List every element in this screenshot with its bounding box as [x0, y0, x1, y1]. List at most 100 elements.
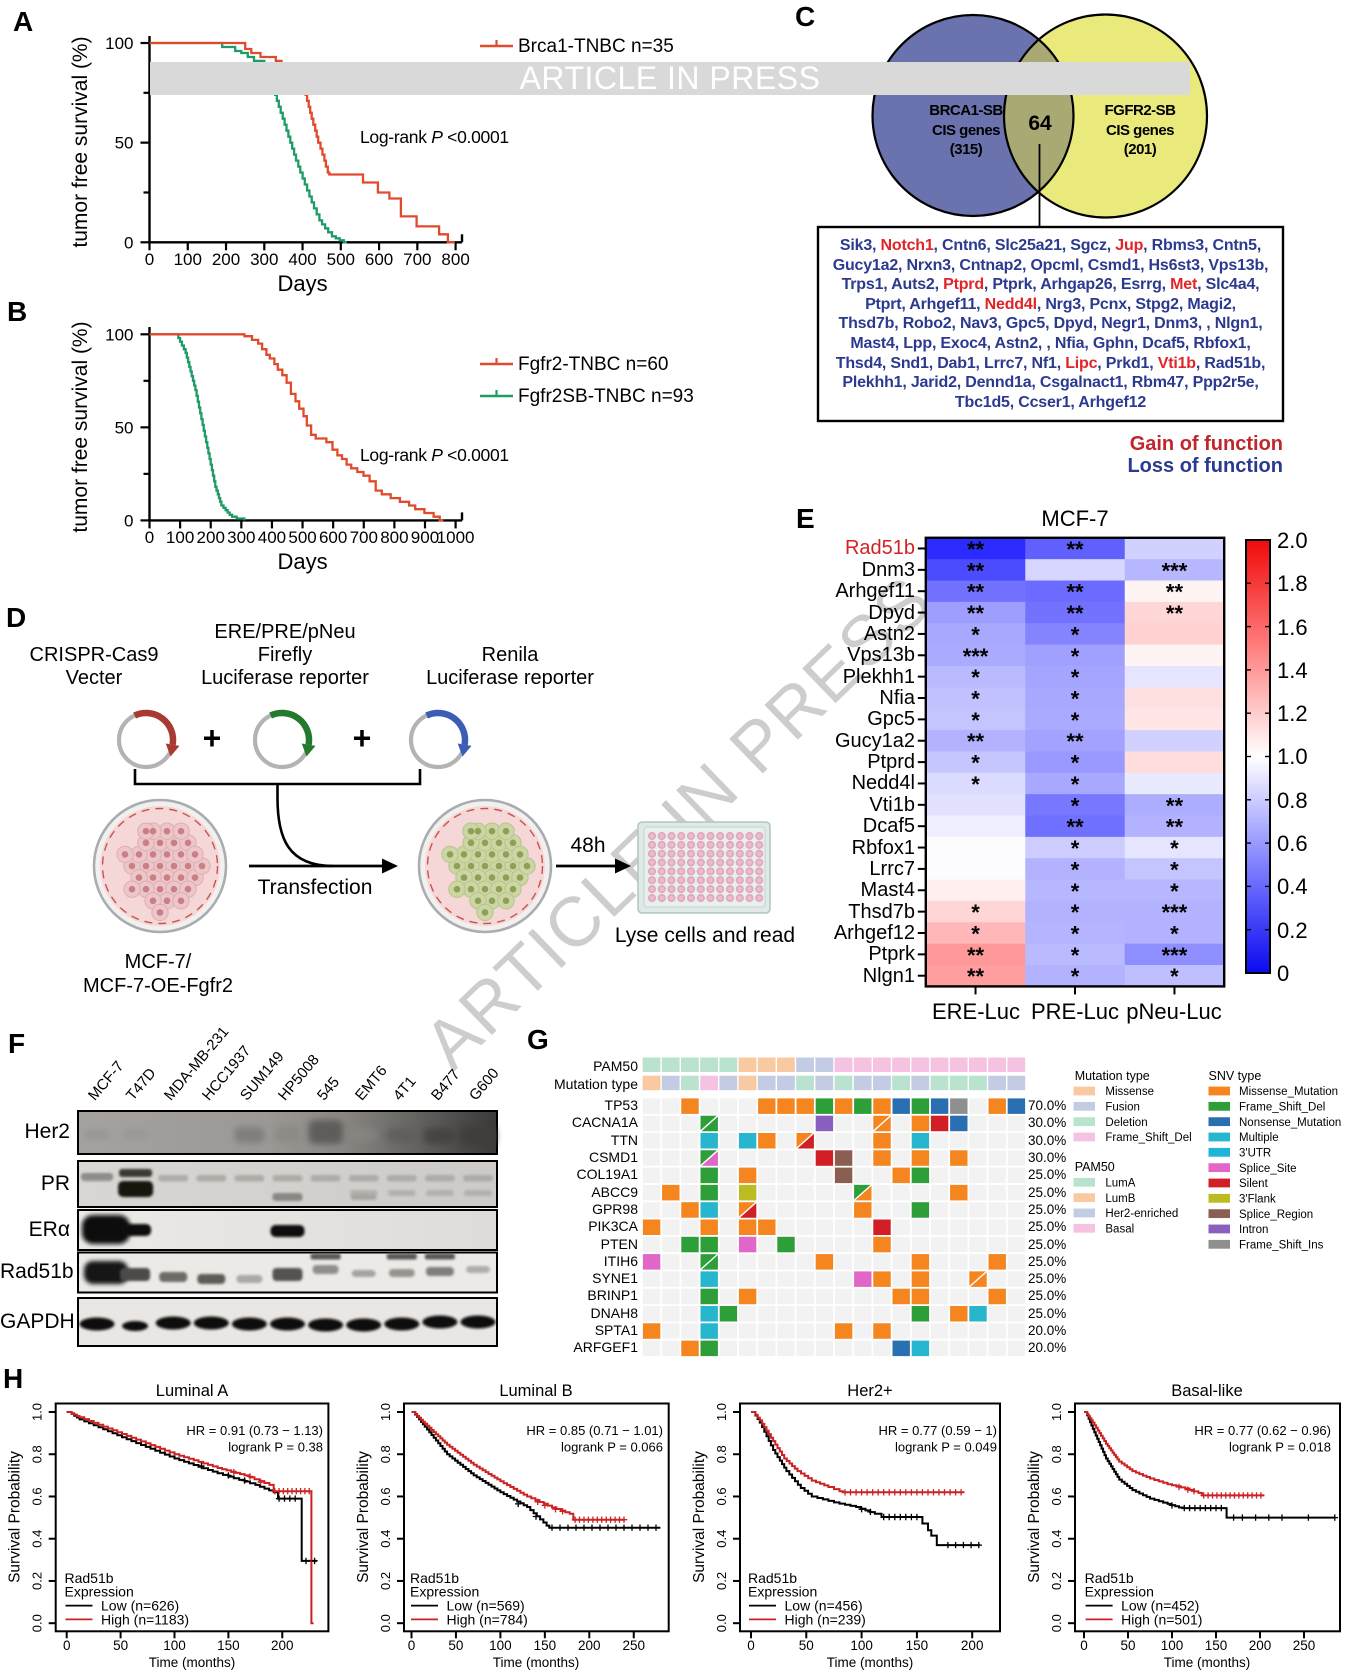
- svg-text:0: 0: [408, 1638, 416, 1653]
- svg-text:500: 500: [327, 250, 355, 269]
- svg-text:Intron: Intron: [1239, 1224, 1268, 1236]
- svg-text:Expression: Expression: [65, 1584, 134, 1600]
- svg-text:150: 150: [906, 1638, 929, 1653]
- svg-text:0.8: 0.8: [714, 1445, 729, 1463]
- svg-text:200: 200: [271, 1638, 294, 1653]
- svg-text:100: 100: [105, 325, 133, 344]
- svg-text:1.0: 1.0: [1049, 1403, 1064, 1421]
- svg-text:3'UTR: 3'UTR: [1239, 1148, 1271, 1160]
- svg-text:Survival Probability: Survival Probability: [1026, 1451, 1043, 1583]
- svg-text:**: **: [1066, 537, 1084, 562]
- svg-text:500: 500: [288, 528, 316, 547]
- svg-text:0.2: 0.2: [378, 1572, 393, 1590]
- svg-text:100: 100: [489, 1638, 512, 1653]
- svg-text:Days: Days: [277, 271, 327, 296]
- svg-text:Low (n=456): Low (n=456): [785, 1598, 863, 1614]
- svg-text:100: 100: [166, 528, 194, 547]
- svg-text:Frame_Shift_Ins: Frame_Shift_Ins: [1239, 1240, 1324, 1252]
- svg-text:0.0: 0.0: [378, 1614, 393, 1632]
- svg-text:0.0: 0.0: [1049, 1614, 1064, 1632]
- svg-text:50: 50: [1120, 1638, 1135, 1653]
- svg-text:logrank P = 0.38: logrank P = 0.38: [228, 1440, 323, 1455]
- svg-text:150: 150: [534, 1638, 557, 1653]
- svg-text:300: 300: [227, 528, 255, 547]
- svg-text:0.4: 0.4: [378, 1530, 393, 1548]
- svg-text:0.2: 0.2: [1049, 1572, 1064, 1590]
- svg-text:*: *: [1071, 857, 1080, 882]
- svg-text:***: ***: [1162, 900, 1188, 925]
- svg-text:HR = 0.91 (0.73 − 1.13): HR = 0.91 (0.73 − 1.13): [186, 1423, 323, 1438]
- svg-text:Log-rank P <0.0001: Log-rank P <0.0001: [360, 445, 509, 465]
- svg-text:Splice_Site: Splice_Site: [1239, 1163, 1297, 1175]
- svg-text:0: 0: [145, 528, 154, 547]
- svg-text:800: 800: [441, 250, 469, 269]
- svg-text:**: **: [967, 537, 985, 562]
- svg-text:200: 200: [212, 250, 240, 269]
- svg-text:SNV type: SNV type: [1209, 1069, 1262, 1083]
- svg-text:0.2: 0.2: [30, 1572, 45, 1590]
- svg-text:*: *: [1170, 921, 1179, 946]
- svg-text:***: ***: [1162, 943, 1188, 968]
- svg-text:0: 0: [747, 1638, 755, 1653]
- svg-text:**: **: [1166, 601, 1184, 626]
- svg-text:0: 0: [1080, 1638, 1088, 1653]
- svg-text:Luminal B: Luminal B: [499, 1382, 572, 1400]
- svg-text:Nonsense_Mutation: Nonsense_Mutation: [1239, 1117, 1341, 1129]
- svg-text:LumA: LumA: [1105, 1178, 1135, 1190]
- svg-text:*: *: [1071, 793, 1080, 818]
- svg-text:Fgfr2-TNBC n=60: Fgfr2-TNBC n=60: [518, 354, 668, 375]
- svg-text:0: 0: [145, 250, 154, 269]
- svg-text:Mutation type: Mutation type: [1075, 1069, 1150, 1083]
- svg-text:*: *: [1071, 943, 1080, 968]
- svg-text:*: *: [971, 900, 980, 925]
- svg-text:1.0: 1.0: [30, 1403, 45, 1421]
- svg-text:*: *: [1071, 900, 1080, 925]
- svg-text:Expression: Expression: [1085, 1584, 1154, 1600]
- svg-text:*: *: [1071, 665, 1080, 690]
- svg-text:High (n=1183): High (n=1183): [101, 1612, 189, 1628]
- svg-text:*: *: [971, 622, 980, 647]
- svg-text:Fgfr2SB-TNBC n=93: Fgfr2SB-TNBC n=93: [518, 386, 694, 407]
- svg-text:***: ***: [1162, 558, 1188, 583]
- svg-text:+: +: [203, 720, 222, 756]
- svg-text:**: **: [967, 558, 985, 583]
- svg-text:*: *: [1071, 921, 1080, 946]
- svg-text:100: 100: [174, 250, 202, 269]
- svg-text:Rad51b: Rad51b: [65, 1570, 114, 1586]
- svg-text:100: 100: [1161, 1638, 1184, 1653]
- svg-text:*: *: [1071, 964, 1080, 989]
- svg-text:PAM50: PAM50: [1075, 1160, 1115, 1174]
- svg-text:Survival Probability: Survival Probability: [7, 1451, 24, 1583]
- svg-text:0.6: 0.6: [30, 1487, 45, 1505]
- svg-text:200: 200: [1249, 1638, 1272, 1653]
- svg-text:HR = 0.77 (0.59 − 1): HR = 0.77 (0.59 − 1): [878, 1423, 997, 1438]
- svg-text:Brca1-TNBC n=35: Brca1-TNBC n=35: [518, 36, 674, 57]
- svg-text:*: *: [971, 665, 980, 690]
- svg-text:0.2: 0.2: [714, 1572, 729, 1590]
- svg-text:**: **: [1066, 729, 1084, 754]
- svg-text:3'Flank: 3'Flank: [1239, 1194, 1276, 1206]
- svg-text:**: **: [967, 580, 985, 605]
- svg-text:Splice_Region: Splice_Region: [1239, 1209, 1313, 1221]
- svg-text:0.4: 0.4: [1049, 1530, 1064, 1548]
- svg-text:0.0: 0.0: [714, 1614, 729, 1632]
- svg-text:+: +: [353, 720, 372, 756]
- svg-text:250: 250: [1293, 1638, 1316, 1653]
- svg-text:Luminal A: Luminal A: [156, 1382, 228, 1400]
- svg-text:*: *: [971, 751, 980, 776]
- svg-text:HR = 0.85 (0.71 − 1.01): HR = 0.85 (0.71 − 1.01): [526, 1423, 663, 1438]
- svg-text:High (n=239): High (n=239): [785, 1612, 866, 1628]
- svg-text:50: 50: [115, 418, 134, 437]
- svg-text:Expression: Expression: [410, 1584, 479, 1600]
- svg-text:0.8: 0.8: [378, 1445, 393, 1463]
- svg-text:**: **: [967, 964, 985, 989]
- svg-text:*: *: [1071, 772, 1080, 797]
- svg-text:Time (months): Time (months): [1164, 1655, 1251, 1670]
- svg-text:**: **: [967, 729, 985, 754]
- svg-text:Her2-enriched: Her2-enriched: [1105, 1208, 1178, 1220]
- svg-text:High (n=784): High (n=784): [447, 1612, 528, 1628]
- svg-text:*: *: [1071, 751, 1080, 776]
- svg-text:100: 100: [850, 1638, 873, 1653]
- svg-text:Rad51b: Rad51b: [410, 1570, 459, 1586]
- svg-text:tumor free survival (%): tumor free survival (%): [69, 321, 92, 532]
